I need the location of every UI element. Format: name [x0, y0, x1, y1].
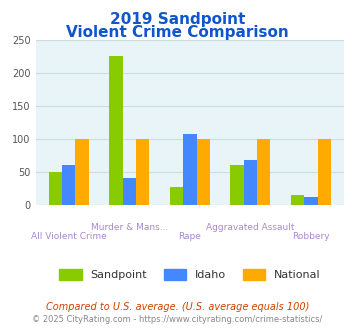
Bar [109, 56, 123, 205]
Bar [76, 139, 89, 205]
Text: Murder & Mans...: Murder & Mans... [91, 223, 168, 232]
Bar [170, 187, 183, 205]
Bar [62, 165, 76, 205]
Bar [136, 139, 149, 205]
Bar [304, 197, 318, 205]
Bar [230, 165, 244, 205]
Bar [291, 195, 304, 205]
Text: Rape: Rape [179, 232, 201, 241]
Text: All Violent Crime: All Violent Crime [31, 232, 107, 241]
Bar [257, 139, 271, 205]
Text: Violent Crime Comparison: Violent Crime Comparison [66, 25, 289, 40]
Bar [197, 139, 210, 205]
Text: © 2025 CityRating.com - https://www.cityrating.com/crime-statistics/: © 2025 CityRating.com - https://www.city… [32, 315, 323, 324]
Bar [183, 134, 197, 205]
Text: Robbery: Robbery [292, 232, 330, 241]
Bar [244, 160, 257, 205]
Text: 2019 Sandpoint: 2019 Sandpoint [110, 12, 245, 26]
Bar [49, 172, 62, 205]
Bar [318, 139, 331, 205]
Text: Aggravated Assault: Aggravated Assault [206, 223, 295, 232]
Legend: Sandpoint, Idaho, National: Sandpoint, Idaho, National [55, 265, 325, 285]
Bar [123, 178, 136, 205]
Text: Compared to U.S. average. (U.S. average equals 100): Compared to U.S. average. (U.S. average … [46, 302, 309, 312]
